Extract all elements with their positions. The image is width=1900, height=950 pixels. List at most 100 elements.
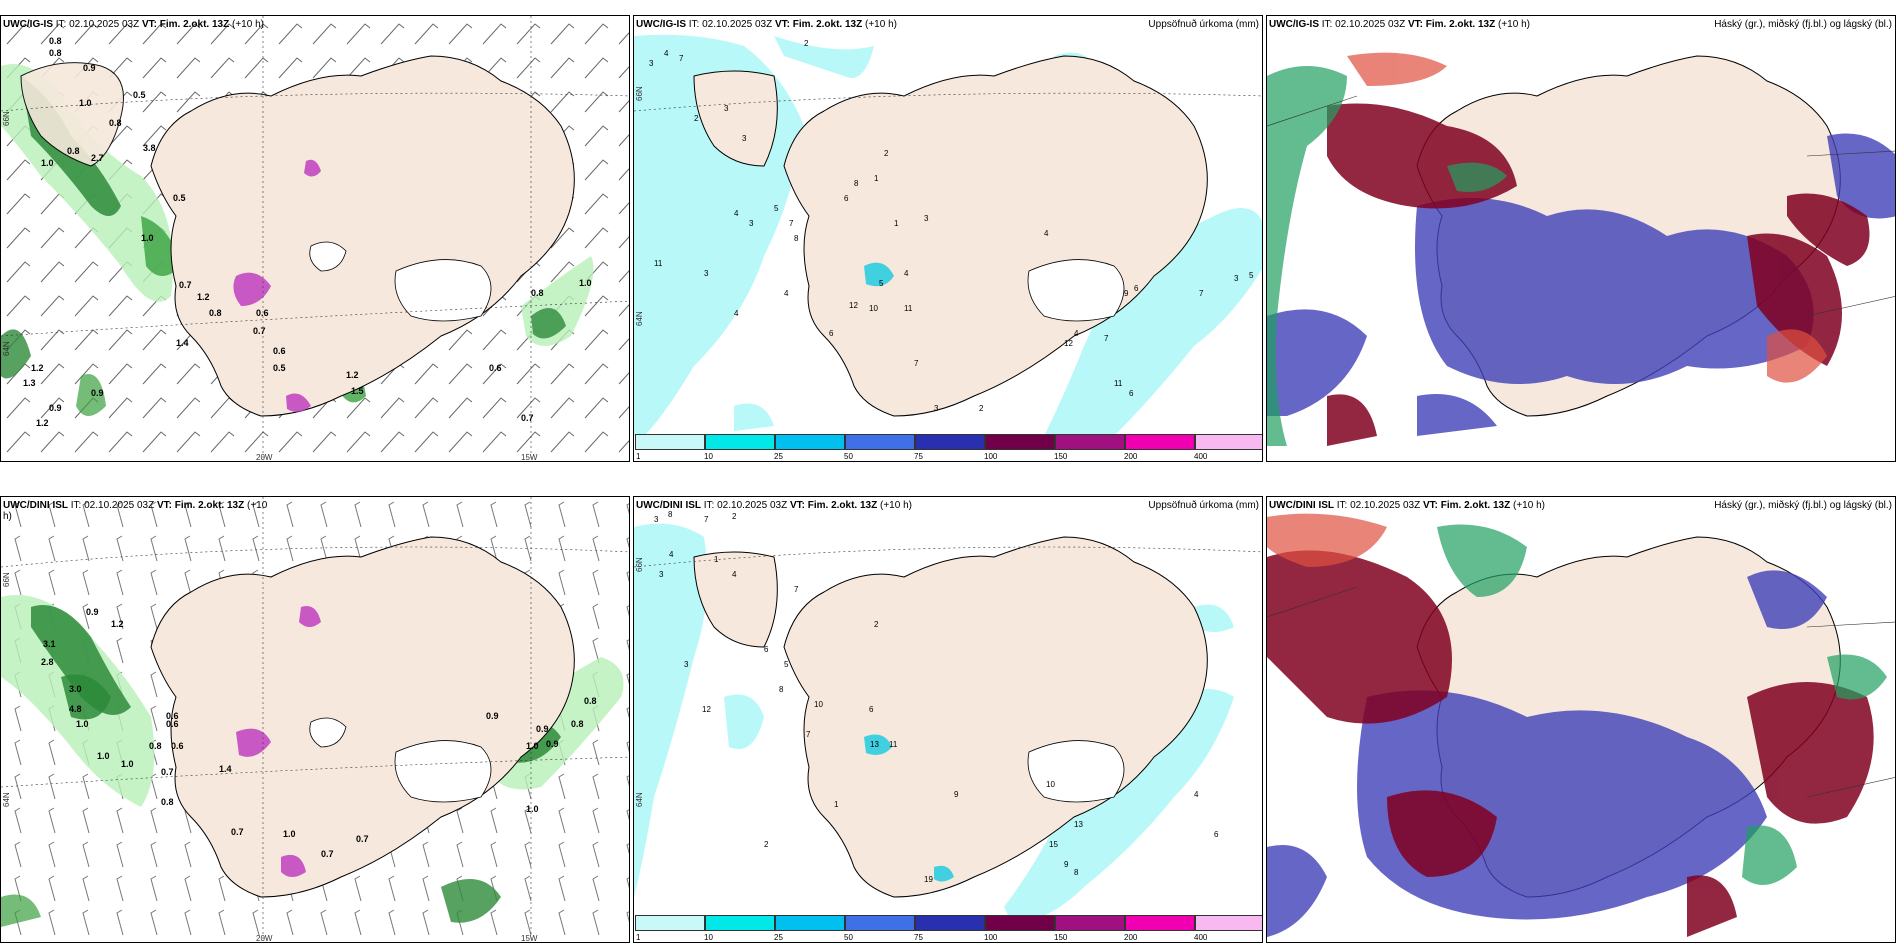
precip-value: 3 bbox=[934, 404, 939, 413]
colorbar-label: 25 bbox=[774, 452, 783, 461]
colorbar-label: 200 bbox=[1124, 933, 1138, 942]
precip-value: 0.8 bbox=[571, 719, 584, 729]
precip-value: 0.6 bbox=[273, 346, 286, 356]
precip-value: 0.9 bbox=[83, 63, 96, 73]
precip-value: 5 bbox=[774, 204, 779, 213]
precip-value: 4 bbox=[904, 269, 909, 278]
precip-value: 0.6 bbox=[489, 363, 502, 373]
precip-value: 1.0 bbox=[526, 741, 539, 751]
precip-value: 4 bbox=[1194, 790, 1199, 799]
precip-value: 7 bbox=[794, 585, 799, 594]
precip-value: 4.8 bbox=[69, 704, 82, 714]
lead-time: (+10 h) bbox=[880, 500, 912, 511]
colorbar-label: 75 bbox=[914, 452, 923, 461]
field-title: Uppsöfnuð úrkoma (mm) bbox=[1148, 19, 1259, 30]
precip-value: 0.9 bbox=[91, 388, 104, 398]
lon-label-15w: 15W bbox=[521, 453, 538, 462]
precip-value: 0.8 bbox=[49, 48, 62, 58]
precip-colorbar bbox=[635, 434, 1262, 451]
colorbar-seg-150 bbox=[1055, 915, 1125, 931]
precip-value: 6 bbox=[1129, 389, 1134, 398]
colorbar-seg-10 bbox=[705, 434, 775, 450]
precip-value: 5 bbox=[784, 660, 789, 669]
precip-value: 0.8 bbox=[109, 118, 122, 128]
precip-value: 4 bbox=[734, 309, 739, 318]
colorbar-seg-75 bbox=[915, 915, 985, 931]
precip-value: 4 bbox=[1044, 229, 1049, 238]
precip-value: 0.7 bbox=[521, 413, 534, 423]
lat-label-64n: 64N bbox=[635, 311, 644, 326]
lead-time: (+10 bbox=[247, 500, 268, 511]
colorbar-label: 1 bbox=[636, 933, 641, 942]
precip-value: 1.4 bbox=[176, 338, 189, 348]
field-title: Háský (gr.), miðský (fj.bl.) og lágský (… bbox=[1714, 500, 1892, 511]
precip-value: 6 bbox=[829, 329, 834, 338]
colorbar-seg-400 bbox=[1195, 434, 1262, 450]
colorbar-label: 75 bbox=[914, 933, 923, 942]
colorbar-seg-50 bbox=[845, 434, 915, 450]
colorbar-seg-50 bbox=[845, 915, 915, 931]
colorbar-seg-400 bbox=[1195, 915, 1262, 931]
precip-value: 13 bbox=[870, 740, 879, 749]
high-cloud bbox=[1267, 52, 1827, 446]
map-panel-precip-ig-is: UWC/IG-IS IT: 02.10.2025 03Z VT: Fim. 2.… bbox=[633, 15, 1263, 462]
init-time: IT: 02.10.2025 03Z bbox=[688, 19, 773, 30]
precip-value: 3 bbox=[684, 660, 689, 669]
colorbar-label: 1 bbox=[636, 452, 641, 461]
colorbar-label: 25 bbox=[774, 933, 783, 942]
cloud-cover-map bbox=[1267, 497, 1895, 942]
precip-value: 1.0 bbox=[41, 158, 54, 168]
colorbar-seg-100 bbox=[985, 434, 1055, 450]
colorbar-label: 400 bbox=[1194, 452, 1208, 461]
map-panel-clouds-ig-is: UWC/IG-IS IT: 02.10.2025 03Z VT: Fim. 2.… bbox=[1266, 15, 1896, 462]
lon-label-20w: 20W bbox=[256, 453, 273, 462]
precip-value: 10 bbox=[814, 700, 823, 709]
precip-value: 1 bbox=[894, 219, 899, 228]
map-panel-precip-dini-isl: UWC/DINI ISL IT: 02.10.2025 03Z VT: Fim.… bbox=[633, 496, 1263, 943]
precip-value: 5 bbox=[1249, 271, 1254, 280]
colorbar-label: 150 bbox=[1054, 452, 1068, 461]
precip-value: 4 bbox=[732, 570, 737, 579]
precip-value: 0.8 bbox=[149, 741, 162, 751]
lat-label-64n: 64N bbox=[2, 341, 11, 356]
precip-values: 3 8 7 2 4 3 1 4 7 3 12 6 5 8 10 7 6 13 1… bbox=[654, 510, 1219, 884]
precip-value: 4 bbox=[734, 209, 739, 218]
precip-value: 1.0 bbox=[79, 98, 92, 108]
precip-value: 6 bbox=[1134, 284, 1139, 293]
precip-value: 1.2 bbox=[36, 418, 49, 428]
precip-value: 2.7 bbox=[91, 153, 104, 163]
lat-label-66n: 66N bbox=[635, 86, 644, 101]
precip-value: 12 bbox=[702, 705, 711, 714]
colorbar-label: 200 bbox=[1124, 452, 1138, 461]
precip-value: 0.8 bbox=[531, 288, 544, 298]
precip-value: 0.8 bbox=[161, 797, 174, 807]
colorbar-label: 10 bbox=[704, 452, 713, 461]
precip-value: 0.9 bbox=[536, 724, 549, 734]
map-panel-wind-ig-is: UWC/IG-IS IT: 02.10.2025 03Z VT: Fim. 2.… bbox=[0, 15, 630, 462]
init-time: IT: 02.10.2025 03Z bbox=[55, 19, 140, 30]
precip-value: 1.4 bbox=[219, 764, 232, 774]
lat-label-66n: 66N bbox=[635, 557, 644, 572]
lead-time: (+10 h) bbox=[232, 19, 264, 30]
map-panel-wind-dini-isl: UWC/DINI ISL IT: 02.10.2025 03Z VT: Fim.… bbox=[0, 496, 630, 943]
model-source: UWC/DINI ISL bbox=[3, 500, 68, 511]
field-title: Uppsöfnuð úrkoma (mm) bbox=[1148, 500, 1259, 511]
precip-value: 9 bbox=[1064, 860, 1069, 869]
precip-value: 15 bbox=[1049, 840, 1058, 849]
precip-value: 9 bbox=[1124, 289, 1129, 298]
panel-header: UWC/DINI ISL IT: 02.10.2025 03Z VT: Fim.… bbox=[3, 500, 267, 511]
precip-value: 1.2 bbox=[346, 370, 359, 380]
precip-value: 19 bbox=[924, 875, 933, 884]
precip-value: 1.3 bbox=[23, 378, 36, 388]
model-source: UWC/DINI ISL bbox=[636, 500, 701, 511]
iceland-land bbox=[783, 536, 1208, 898]
precip-value: 1.5 bbox=[351, 386, 364, 396]
valid-time: VT: Fim. 2.okt. 13Z bbox=[789, 500, 878, 511]
precip-value: 6 bbox=[1214, 830, 1219, 839]
field-title: Háský (gr.), miðský (fj.bl.) og lágský (… bbox=[1714, 19, 1892, 30]
precip-value: 8 bbox=[1074, 868, 1079, 877]
valid-time: VT: Fim. 2.okt. 13Z bbox=[774, 19, 863, 30]
precip-colorbar bbox=[635, 915, 1262, 932]
precip-value: 0.8 bbox=[584, 696, 597, 706]
precip-value: 11 bbox=[904, 304, 913, 313]
